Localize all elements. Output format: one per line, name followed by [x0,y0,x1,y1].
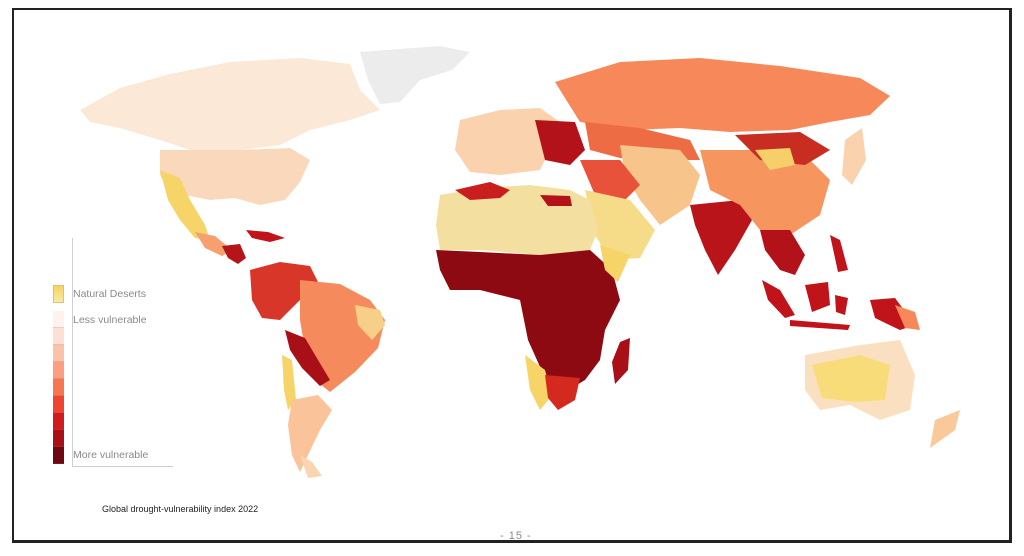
region-philippines [830,235,848,272]
region-greenland [360,46,470,104]
region-bolivia-paraguay [285,330,330,386]
legend-step-7 [53,413,64,430]
legend-swatch-natural-deserts [53,285,64,303]
region-new-zealand [930,410,960,448]
region-china [700,150,830,235]
region-southeast-asia [760,230,805,275]
legend-step-1 [53,311,64,328]
region-libya-egypt-coast [540,195,572,206]
region-japan [842,128,866,185]
region-canada-alaska [80,58,380,150]
region-russia [555,58,890,132]
region-namib-kalahari [525,355,552,410]
region-arabia [585,190,655,260]
legend-frame [72,238,173,467]
legend-label-natural-deserts: Natural Deserts [73,288,146,300]
region-south-africa [545,375,580,410]
legend-color-scale [53,311,64,464]
legend-step-9 [53,447,64,464]
legend-step-2 [53,328,64,345]
region-png-east [895,305,920,330]
legend-step-4 [53,362,64,379]
region-sahara [436,185,598,255]
region-madagascar [612,338,630,384]
region-amazon [250,262,318,320]
region-gobi [755,148,795,170]
region-india [690,200,752,275]
page-number: - 15 - [500,530,532,542]
legend-step-6 [53,396,64,413]
legend-step-3 [53,345,64,362]
region-horn-africa [600,245,630,282]
region-borneo [805,282,830,312]
region-north-africa-coast [455,182,510,200]
region-australia-interior [812,355,890,402]
legend-step-5 [53,379,64,396]
legend-label-more-vulnerable: More vulnerable [73,449,149,461]
region-atacama [282,355,296,410]
region-mexico-desert [160,170,210,240]
region-patagonia [300,455,322,478]
region-ne-brazil [355,305,385,340]
region-eastern-europe [535,120,585,165]
region-argentina [288,395,332,472]
region-java [790,320,850,330]
region-central-america [222,244,246,264]
figure-caption: Global drought-vulnerability index 2022 [102,504,259,514]
legend-label-less-vulnerable: Less vulnerable [73,314,147,326]
region-caribbean [246,230,285,242]
region-sub-saharan-africa [436,250,620,395]
region-usa [160,148,310,205]
region-sumatra [762,280,795,318]
region-europe [455,108,560,175]
region-sulawesi [835,295,848,315]
region-middle-east [580,160,640,200]
region-mexico-south [195,232,232,256]
legend-step-8 [53,430,64,447]
region-central-asia [620,145,700,225]
